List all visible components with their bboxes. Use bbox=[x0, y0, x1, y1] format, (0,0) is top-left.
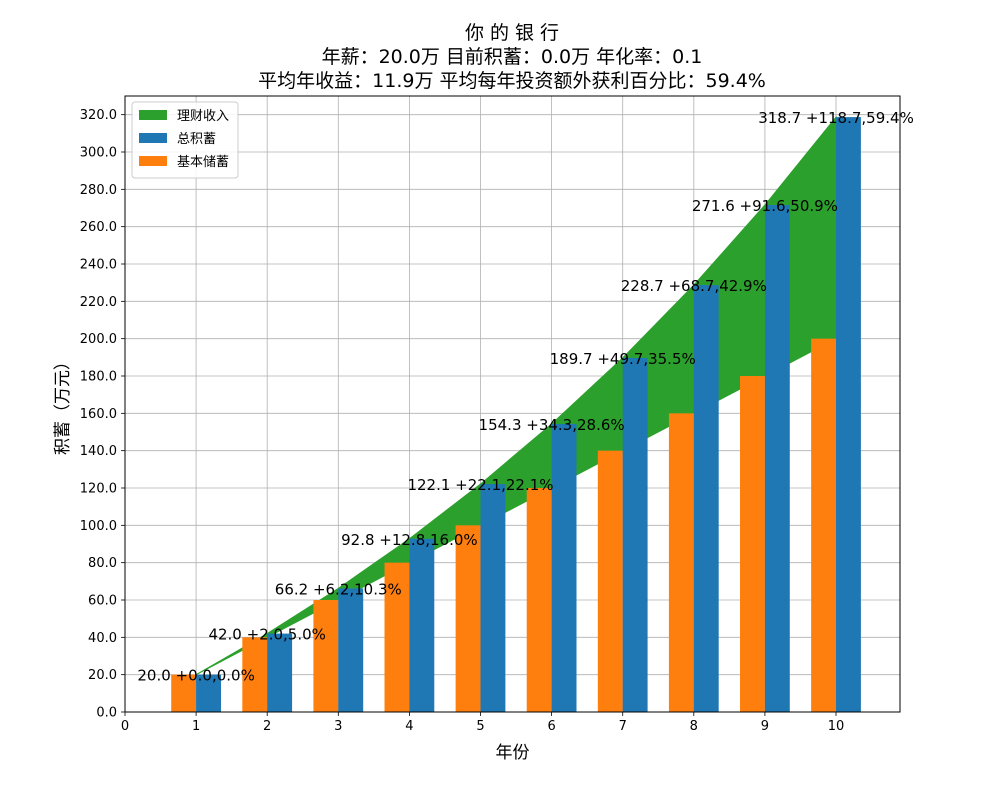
legend-entry: 总积蓄 bbox=[177, 132, 216, 147]
total-savings-bar bbox=[551, 423, 577, 712]
basic-savings-bar bbox=[455, 525, 481, 712]
y-tick-label: 60.0 bbox=[88, 594, 117, 609]
x-tick-label: 1 bbox=[192, 719, 200, 734]
total-savings-bar bbox=[764, 205, 790, 712]
basic-savings-bar bbox=[668, 413, 694, 712]
y-tick-label: 240.0 bbox=[80, 258, 117, 273]
x-tick-label: 4 bbox=[405, 719, 413, 734]
basic-savings-bar bbox=[526, 488, 552, 712]
x-tick-label: 3 bbox=[334, 719, 342, 734]
bars bbox=[171, 117, 861, 713]
x-tick-label: 2 bbox=[263, 719, 271, 734]
bar-data-label: 20.0 +0.0,0.0% bbox=[137, 667, 254, 685]
bar-data-label: 92.8 +12.8,16.0% bbox=[341, 531, 478, 549]
bar-data-label: 318.7 +118.7,59.4% bbox=[758, 109, 914, 127]
x-tick-label: 9 bbox=[761, 719, 769, 734]
chart-title-line-3: 平均年收益：11.9万 平均每年投资额外获利百分比：59.4% bbox=[258, 70, 766, 92]
y-tick-label: 180.0 bbox=[80, 370, 117, 385]
basic-savings-bar bbox=[313, 600, 339, 712]
x-tick-label: 0 bbox=[121, 719, 129, 734]
total-savings-bar bbox=[622, 357, 648, 712]
y-tick-label: 40.0 bbox=[88, 631, 117, 646]
legend-swatch bbox=[139, 110, 167, 120]
y-tick-label: 220.0 bbox=[80, 295, 117, 310]
y-tick-label: 200.0 bbox=[80, 332, 117, 347]
y-tick-label: 280.0 bbox=[80, 183, 117, 198]
y-tick-label: 320.0 bbox=[80, 108, 117, 123]
bar-data-label: 66.2 +6.2,10.3% bbox=[275, 580, 402, 598]
chart-title: 你 的 银 行 年薪：20.0万 目前积蓄：0.0万 年化率：0.1 平均年收益… bbox=[258, 22, 766, 92]
plot-frame bbox=[124, 95, 901, 713]
bar-data-label: 189.7 +49.7,35.5% bbox=[550, 350, 696, 368]
y-tick-label: 300.0 bbox=[80, 146, 117, 161]
total-savings-bar bbox=[267, 633, 293, 712]
bar-data-label: 228.7 +68.7,42.9% bbox=[621, 277, 767, 295]
total-savings-bar bbox=[480, 484, 506, 712]
y-tick-label: 100.0 bbox=[80, 519, 117, 534]
data-labels: 20.0 +0.0,0.0% 42.0 +2.0,5.0% 66.2 +6.2,10… bbox=[137, 109, 913, 685]
basic-savings-bar bbox=[811, 338, 837, 712]
basic-savings-bar bbox=[740, 376, 765, 712]
total-savings-bar bbox=[836, 117, 861, 713]
y-tick-label: 120.0 bbox=[80, 482, 117, 497]
total-savings-bar bbox=[338, 588, 364, 712]
x-tick-label: 5 bbox=[476, 719, 484, 734]
basic-savings-bar bbox=[242, 637, 268, 712]
y-tick-label: 20.0 bbox=[88, 668, 117, 683]
legend-swatch bbox=[139, 133, 167, 143]
basic-savings-bar bbox=[597, 450, 623, 712]
bar-data-label: 122.1 +22.1,22.1% bbox=[407, 476, 553, 494]
chart-title-line-2: 年薪：20.0万 目前积蓄：0.0万 年化率：0.1 bbox=[322, 46, 703, 68]
axis-ticks: 0 1 2 3 4 5 6 7 8 9 100.020.040.060.080.0100.0120.… bbox=[80, 108, 845, 734]
x-tick-label: 10 bbox=[828, 719, 845, 734]
bar-data-label: 154.3 +34.3,28.6% bbox=[479, 416, 625, 434]
y-tick-label: 160.0 bbox=[80, 407, 117, 422]
x-tick-label: 6 bbox=[547, 719, 555, 734]
legend-swatch bbox=[139, 156, 167, 166]
basic-savings-bar bbox=[171, 674, 197, 712]
bar-data-label: 42.0 +2.0,5.0% bbox=[208, 626, 325, 644]
legend-entry: 理财收入 bbox=[177, 109, 229, 124]
x-tick-label: 8 bbox=[690, 719, 698, 734]
x-axis-label: 年份 bbox=[496, 743, 530, 763]
y-tick-label: 80.0 bbox=[88, 556, 117, 571]
total-savings-bar bbox=[693, 285, 719, 712]
y-tick-label: 0.0 bbox=[96, 706, 117, 721]
y-axis-label: 积蓄（万元） bbox=[53, 353, 73, 455]
bar-data-label: 271.6 +91.6,50.9% bbox=[692, 197, 838, 215]
basic-savings-bar bbox=[384, 562, 410, 712]
y-tick-label: 260.0 bbox=[80, 220, 117, 235]
x-tick-label: 7 bbox=[619, 719, 627, 734]
chart-title-line-1: 你 的 银 行 bbox=[465, 22, 559, 44]
total-savings-bar bbox=[196, 674, 221, 712]
total-savings-bar bbox=[409, 538, 435, 712]
legend-entry: 基本储蓄 bbox=[177, 155, 229, 170]
y-tick-label: 140.0 bbox=[80, 444, 117, 459]
